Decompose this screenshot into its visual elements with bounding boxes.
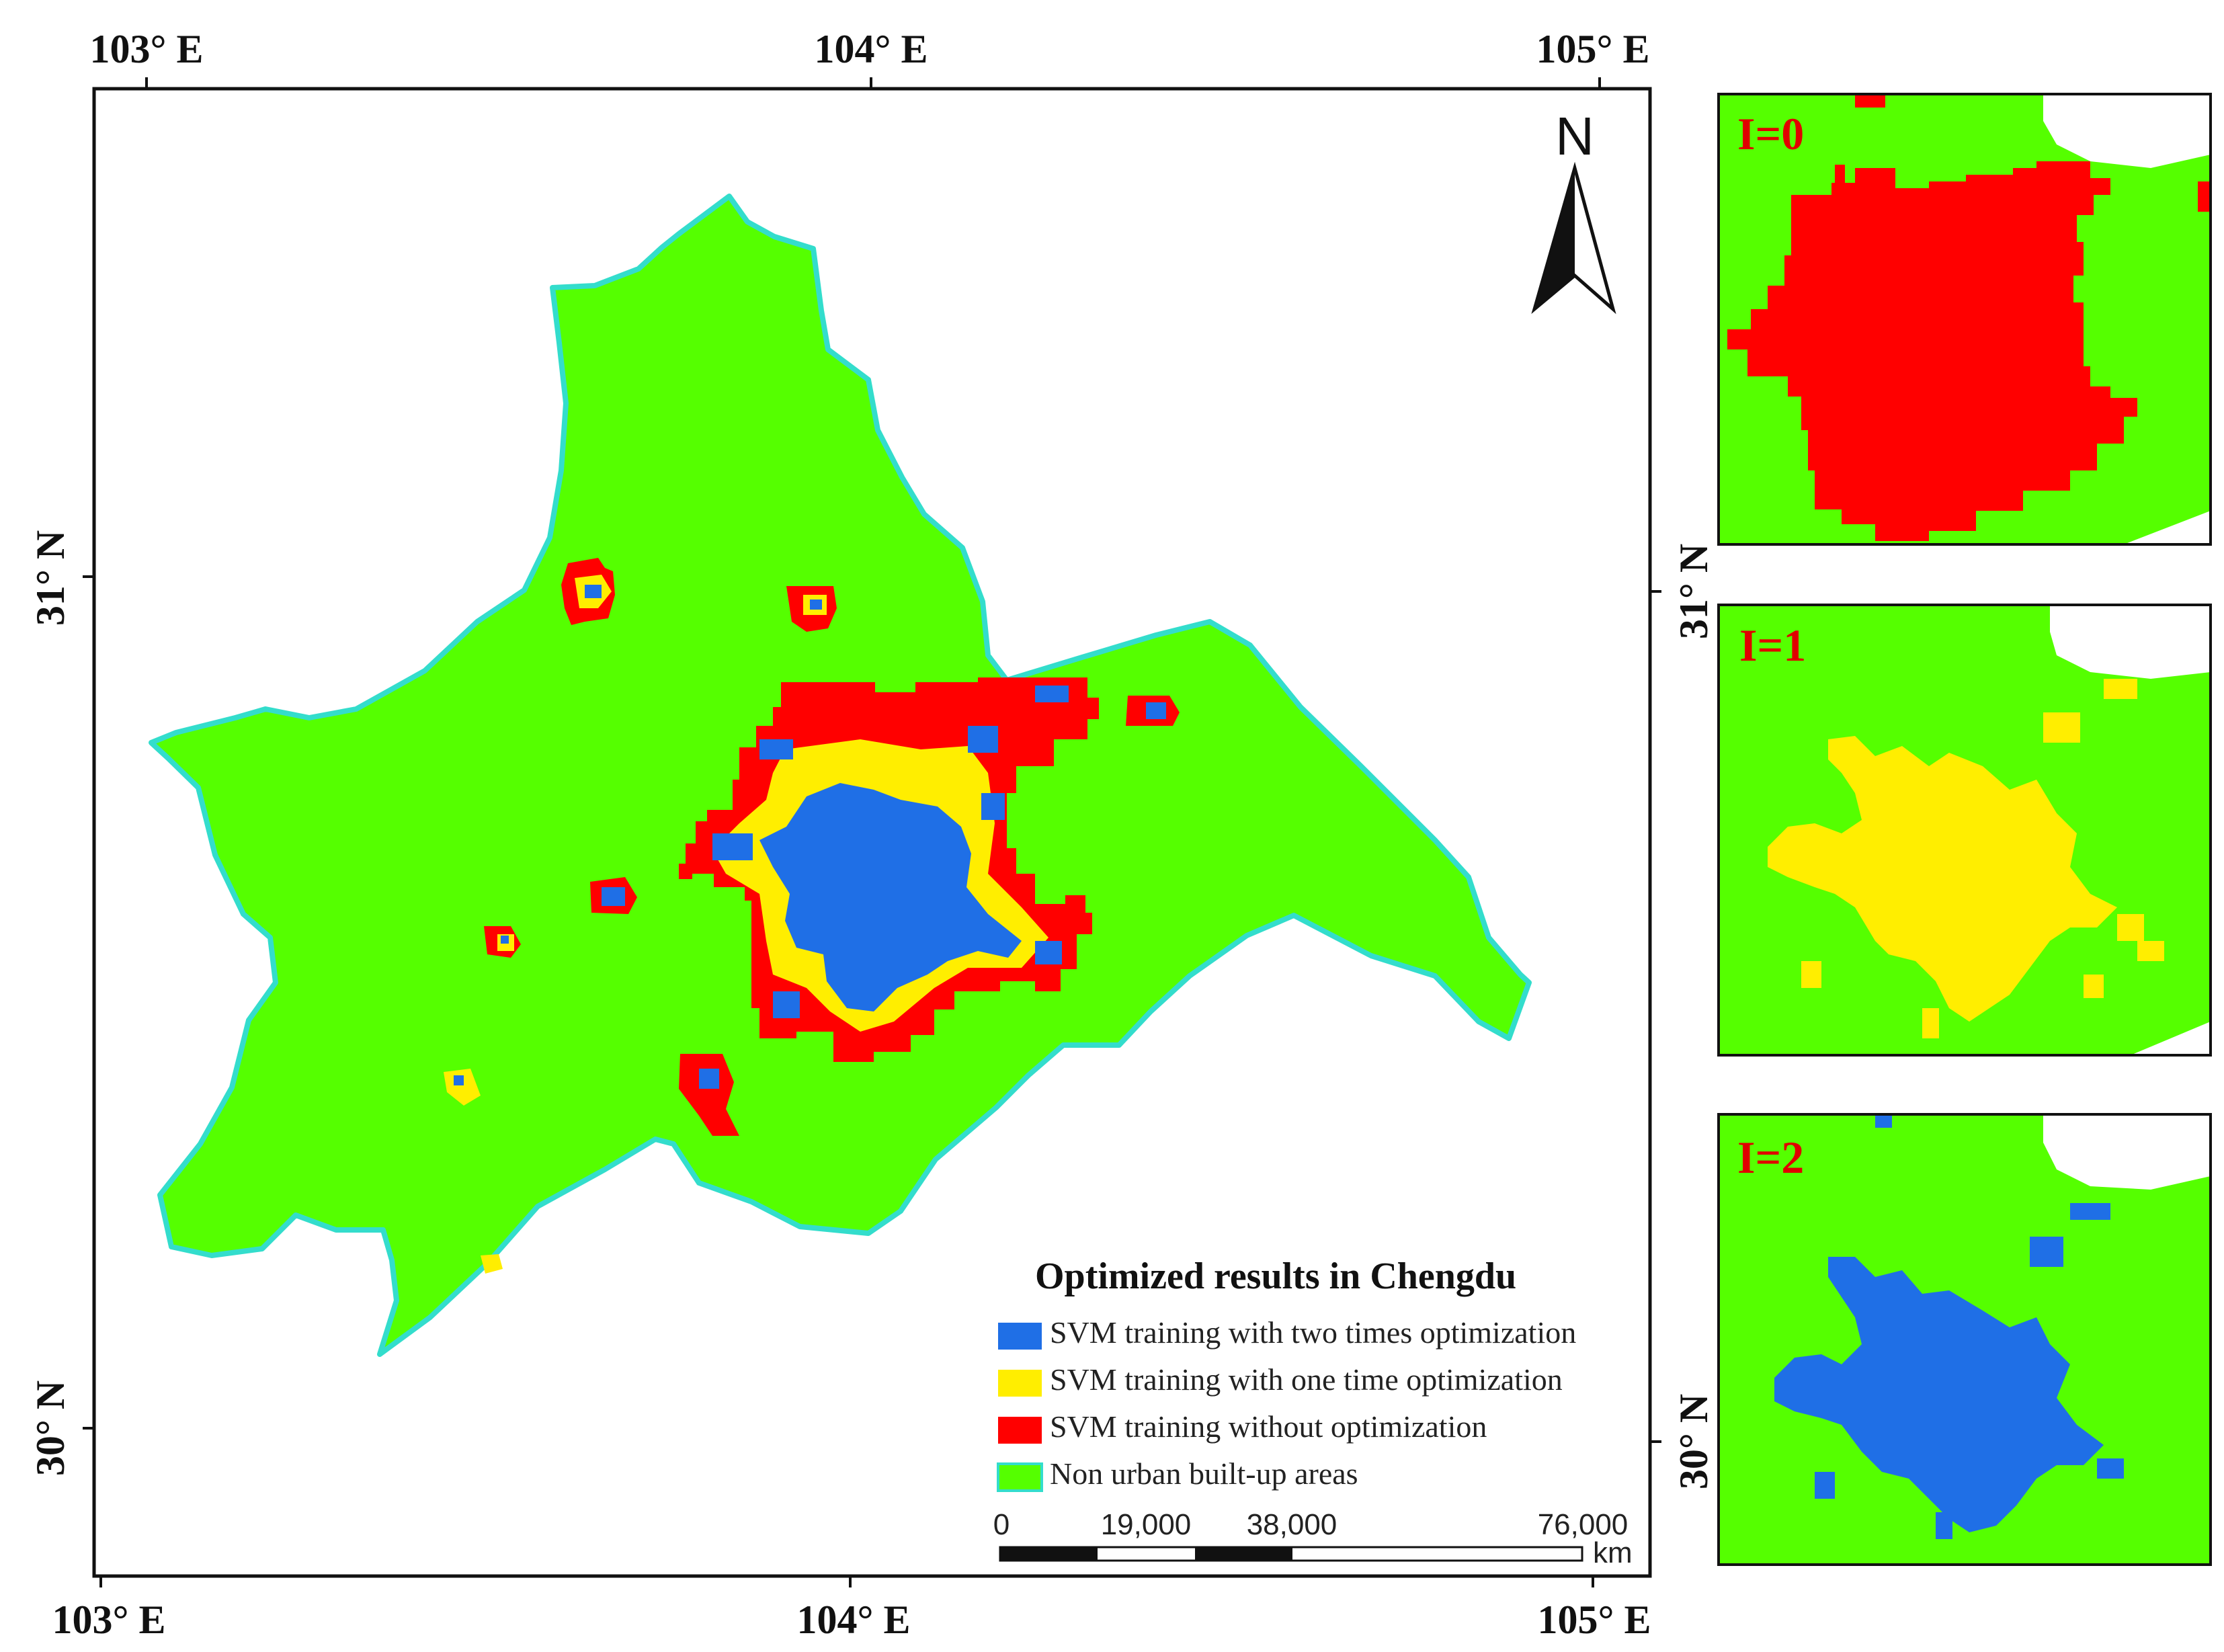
legend-swatch-blue (998, 1323, 1042, 1350)
frame-ticks (83, 77, 1661, 1587)
top-tick-103: 103° E (89, 27, 203, 71)
legend-item: SVM training with two times optimization (998, 1315, 1576, 1350)
panel-i0-label: I=0 (1737, 108, 1804, 159)
scale-unit: km (1593, 1536, 1633, 1569)
left-tick-31: 31° N (28, 530, 73, 626)
scale-label-19000: 19,000 (1101, 1508, 1192, 1541)
panel-i2: I=2 (1717, 1113, 2212, 1566)
legend-label: Non urban built-up areas (1050, 1456, 1358, 1491)
panel-i2-urban (1774, 1257, 2104, 1532)
right-tick-30: 30° N (1672, 1394, 1716, 1489)
legend-swatch-red (998, 1417, 1042, 1444)
scale-bar: 0 19,000 38,000 76,000 km (993, 1508, 1633, 1569)
satellite-towns (444, 558, 1180, 1274)
legend-item: SVM training with one time optimization (998, 1362, 1563, 1397)
scale-label-76000: 76,000 (1538, 1508, 1629, 1541)
north-label: N (1555, 106, 1594, 166)
left-tick-30: 30° N (28, 1380, 73, 1476)
urban-blue-patches (712, 686, 1069, 1018)
bottom-tick-104: 104° E (796, 1598, 910, 1642)
legend-item: Non urban built-up areas (997, 1456, 1358, 1492)
right-tick-31: 31° N (1672, 544, 1716, 639)
panel-i0-urban (1727, 161, 2137, 541)
panel-i1-urban (1768, 736, 2117, 1022)
legend-label: SVM training without optimization (1050, 1409, 1487, 1444)
panel-i1: I=1 (1717, 604, 2212, 1057)
legend-label: SVM training with one time optimization (1050, 1362, 1563, 1397)
panel-i0: I=0 (1717, 93, 2212, 546)
scale-label-0: 0 (993, 1508, 1010, 1541)
top-tick-105: 105° E (1536, 27, 1649, 71)
legend-swatch-green (997, 1462, 1043, 1492)
panel-i2-label: I=2 (1737, 1132, 1804, 1183)
legend: Optimized results in Chengdu SVM trainin… (997, 1255, 1576, 1492)
legend-title: Optimized results in Chengdu (1035, 1255, 1516, 1297)
legend-label: SVM training with two times optimization (1050, 1315, 1576, 1350)
main-map (94, 89, 1650, 1576)
scale-label-38000: 38,000 (1247, 1508, 1337, 1541)
bottom-tick-105: 105° E (1537, 1598, 1651, 1642)
legend-swatch-yellow (998, 1370, 1042, 1397)
legend-item: SVM training without optimization (998, 1409, 1487, 1444)
north-arrow: N (1531, 106, 1616, 315)
panel-i1-label: I=1 (1739, 620, 1806, 671)
bottom-tick-103: 103° E (52, 1598, 165, 1642)
urban-core-blue (759, 783, 1022, 1011)
top-tick-104: 104° E (814, 27, 928, 71)
